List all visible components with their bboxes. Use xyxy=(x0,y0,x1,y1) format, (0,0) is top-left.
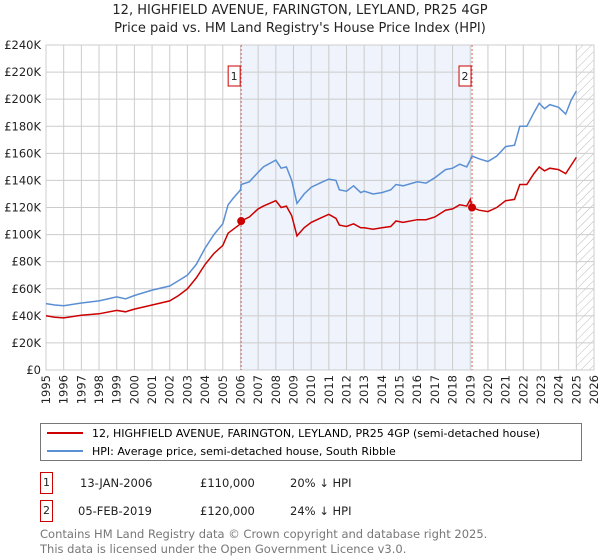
x-tick-label: 1995 xyxy=(39,375,53,404)
legend-item-property: 12, HIGHFIELD AVENUE, FARINGTON, LEYLAND… xyxy=(47,425,540,441)
transaction-row: 1 13-JAN-2006 £110,000 20% ↓ HPI xyxy=(40,472,540,494)
price-chart: 1995 1996 1997 1998 1999 2000 2001 2002 2003 2004… xyxy=(4,38,600,404)
sale-label: 1 xyxy=(231,70,238,83)
legend-swatch-red xyxy=(47,432,83,434)
x-tick-label: 2022 xyxy=(516,375,530,404)
x-tick-label: 2020 xyxy=(481,375,495,404)
sale-point xyxy=(468,203,477,212)
hpi-line xyxy=(45,90,577,307)
footer-copyright: Contains HM Land Registry data © Crown c… xyxy=(40,527,488,541)
x-tick-label: 1997 xyxy=(74,375,88,404)
x-tick-label: 2008 xyxy=(269,375,283,404)
transaction-badge: 2 xyxy=(40,500,53,522)
y-tick-label: £0 xyxy=(26,363,41,377)
x-tick-label: 2026 xyxy=(587,375,600,404)
x-tick-label: 2002 xyxy=(163,375,177,404)
transaction-delta: 24% ↓ HPI xyxy=(290,504,352,518)
x-tick-label: 2024 xyxy=(552,375,566,404)
x-tick-label: 2003 xyxy=(180,375,194,404)
x-tick-label: 2014 xyxy=(375,375,389,404)
legend-swatch-blue xyxy=(47,450,83,452)
x-tick-label: 2011 xyxy=(322,375,336,404)
x-tick-label: 2016 xyxy=(410,375,424,404)
x-tick-label: 2013 xyxy=(357,375,371,404)
y-tick-label: £220K xyxy=(4,65,41,79)
x-tick-label: 2005 xyxy=(216,375,230,404)
y-tick-label: £40K xyxy=(12,309,42,323)
chart-subtitle: Price paid vs. HM Land Registry's House … xyxy=(114,21,486,36)
footer-licence: This data is licensed under the Open Gov… xyxy=(40,542,407,556)
plot-frame xyxy=(45,44,595,371)
y-tick-label: £160K xyxy=(4,146,41,160)
x-tick-label: 2021 xyxy=(499,375,513,404)
y-tick-label: £120K xyxy=(4,201,41,215)
x-tick-label: 2004 xyxy=(198,375,212,404)
sale-label: 2 xyxy=(462,70,469,83)
x-tick-label: 2001 xyxy=(145,375,159,404)
legend-item-hpi: HPI: Average price, semi-detached house,… xyxy=(47,443,396,459)
x-tick-label: 2010 xyxy=(304,375,318,404)
chart-title: 12, HIGHFIELD AVENUE, FARINGTON, LEYLAND… xyxy=(112,3,488,18)
sale-label-box xyxy=(458,65,472,87)
sale-label-box xyxy=(227,65,241,87)
y-tick-label: £60K xyxy=(12,282,42,296)
transaction-delta: 20% ↓ HPI xyxy=(290,476,352,490)
x-tick-label: 2007 xyxy=(251,375,265,404)
x-tick-label: 2018 xyxy=(446,375,460,404)
x-tick-label: 2019 xyxy=(463,375,477,404)
x-tick-label: 2015 xyxy=(393,375,407,404)
property-price-line xyxy=(45,156,577,319)
x-tick-label: 2025 xyxy=(569,375,583,404)
transaction-date: 05-FEB-2019 xyxy=(78,504,152,518)
sale-point xyxy=(237,217,246,226)
x-tick-label: 2006 xyxy=(233,375,247,404)
y-tick-label: £200K xyxy=(4,92,41,106)
y-tick-label: £240K xyxy=(4,38,41,52)
transaction-price: £110,000 xyxy=(200,476,255,490)
y-tick-label: £100K xyxy=(4,228,41,242)
legend-label: 12, HIGHFIELD AVENUE, FARINGTON, LEYLAND… xyxy=(92,426,541,440)
y-tick-label: £80K xyxy=(12,255,42,269)
legend: 12, HIGHFIELD AVENUE, FARINGTON, LEYLAND… xyxy=(40,423,582,461)
legend-label: HPI: Average price, semi-detached house,… xyxy=(92,444,396,458)
x-tick-label: 1998 xyxy=(92,375,106,404)
x-tick-label: 2017 xyxy=(428,375,442,404)
x-tick-label: 1996 xyxy=(57,375,71,404)
transaction-row: 2 05-FEB-2019 £120,000 24% ↓ HPI xyxy=(40,500,540,522)
y-tick-label: £20K xyxy=(12,336,42,350)
y-tick-label: £180K xyxy=(4,119,41,133)
x-tick-label: 2000 xyxy=(127,375,141,404)
transaction-date: 13-JAN-2006 xyxy=(80,476,153,490)
x-tick-label: 2023 xyxy=(534,375,548,404)
x-tick-label: 1999 xyxy=(110,375,124,404)
transaction-badge: 1 xyxy=(40,472,53,494)
x-tick-label: 2009 xyxy=(286,375,300,404)
transaction-price: £120,000 xyxy=(200,504,255,518)
x-tick-label: 2012 xyxy=(340,375,354,404)
y-tick-label: £140K xyxy=(4,173,41,187)
